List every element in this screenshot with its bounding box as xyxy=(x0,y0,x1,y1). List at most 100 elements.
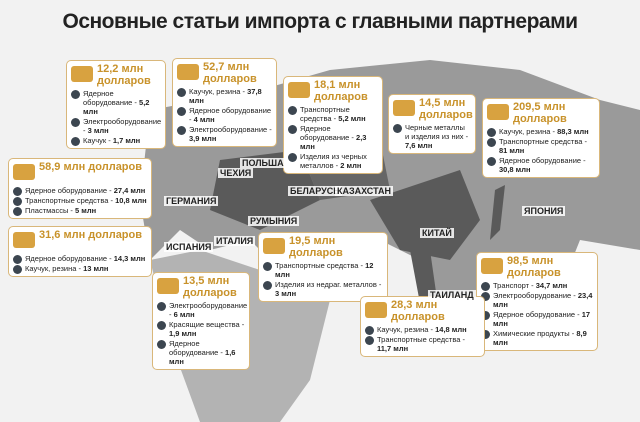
item-amount: 3,9 млн xyxy=(189,134,217,144)
money-icon xyxy=(481,258,503,274)
import-item: Электрооборудование - 6 млн xyxy=(157,301,247,319)
callout: 52,7 млн долларов Каучук, резина - 37,8 м… xyxy=(172,58,277,148)
item-label: Транспорт - xyxy=(493,281,534,291)
item-icon xyxy=(71,118,80,128)
callout-amount: 98,5 млн долларов xyxy=(481,255,593,279)
item-icon xyxy=(71,137,80,147)
item-label: Ядерное оборудование - xyxy=(189,106,272,125)
import-item: Каучук, резина - 88,3 млн xyxy=(487,127,595,138)
amount-text: 28,3 млн долларов xyxy=(391,299,445,323)
callout: 28,3 млн долларов Каучук, резина - 14,8 м… xyxy=(360,296,485,358)
amount-text: 14,5 млн долларов xyxy=(419,97,473,121)
import-item: Электрооборудование - 3,9 млн xyxy=(177,125,272,143)
amount-text: 98,5 млн долларов xyxy=(507,255,561,279)
item-amount: 30,8 млн xyxy=(499,165,531,175)
title: Основные статьи импорта с главными партн… xyxy=(62,10,578,33)
callout-amount: 18,1 млн долларов xyxy=(288,79,378,103)
money-icon xyxy=(71,66,93,82)
item-icon xyxy=(288,125,297,135)
item-amount: 14,8 млн xyxy=(435,325,467,335)
item-icon xyxy=(487,128,496,138)
item-icon xyxy=(13,265,22,274)
item-label: Ядерное оборудование - xyxy=(169,339,223,358)
item-amount: 10,8 млн xyxy=(115,196,147,205)
item-label: Транспортные средства - xyxy=(25,196,113,205)
country-label: БЕЛАРУСЬ xyxy=(288,186,342,196)
item-icon xyxy=(157,302,166,312)
callout: 12,2 млн долларов Ядерное оборудование - … xyxy=(66,60,166,150)
country-label: ИТАЛИЯ xyxy=(214,236,256,246)
item-amount: 12 млн xyxy=(275,261,374,280)
item-icon xyxy=(481,292,490,302)
item-icon xyxy=(263,262,272,272)
import-item: Электрооборудование - 3 млн xyxy=(71,117,161,135)
country-label: ЯПОНИЯ xyxy=(522,206,566,216)
item-icon xyxy=(481,311,490,321)
item-amount: 1,9 млн xyxy=(169,329,197,339)
country-label: ЧЕХИЯ xyxy=(218,168,254,178)
callout-amount: 19,5 млн долларов xyxy=(263,235,383,259)
item-amount: 8,9 млн xyxy=(493,329,587,348)
item-amount: 81 млн xyxy=(499,146,525,156)
item-amount: 1,7 млн xyxy=(112,136,141,146)
item-amount: 34,7 млн xyxy=(535,281,568,291)
amount-text: 13,5 млн долларов xyxy=(183,275,237,299)
item-label: Каучук, резина - xyxy=(499,127,556,137)
item-label: Изделия из недраг. металлов - xyxy=(275,280,382,290)
import-item: Химические продукты - 8,9 млн xyxy=(481,329,593,347)
amount-text: 209,5 млн долларов xyxy=(513,101,567,125)
amount-text: 12,2 млн долларов xyxy=(97,63,151,87)
callout: 14,5 млн долларов Черные металлы и издели… xyxy=(388,94,476,155)
item-icon xyxy=(157,340,166,350)
import-item: Транспорт - 34,7 млн xyxy=(481,281,593,292)
country-label: КИТАЙ xyxy=(420,228,454,238)
callout-amount: 13,5 млн долларов xyxy=(157,275,245,299)
item-label: Химические продукты - xyxy=(493,329,575,339)
item-label: Красящие вещества - xyxy=(169,320,245,330)
item-label: Ядерное оборудование - xyxy=(83,89,137,108)
item-icon xyxy=(177,107,186,117)
import-item: Каучук - 1,7 млн xyxy=(71,136,161,147)
callout: 58,9 млн долларов Ядерное оборудование - … xyxy=(8,158,152,219)
amount-text: 18,1 млн долларов xyxy=(314,79,368,103)
item-icon xyxy=(288,106,297,116)
item-icon xyxy=(263,281,272,291)
item-label: Электрооборудование - xyxy=(189,125,272,135)
callout: 18,1 млн долларов Транспортные средства -… xyxy=(283,76,383,175)
item-label: Черные металлы и изделия из них - xyxy=(405,123,469,142)
callout: 19,5 млн долларов Транспортные средства -… xyxy=(258,232,388,303)
item-amount: 5,2 млн xyxy=(83,98,150,117)
import-item: Пластмассы - 5 млн xyxy=(13,206,147,216)
item-label: Ядерное оборудование - xyxy=(25,186,112,195)
import-item: Ядерное оборудование - 30,8 млн xyxy=(487,156,595,174)
item-label: Транспортные средства - xyxy=(275,261,363,271)
money-icon xyxy=(288,82,310,98)
import-item: Ядерное оборудование - 14,3 млн xyxy=(13,254,147,264)
item-label: Ядерное оборудование - xyxy=(499,156,586,166)
item-amount: 2 млн xyxy=(340,161,362,171)
amount-text: 19,5 млн долларов xyxy=(289,235,343,259)
money-icon xyxy=(263,238,285,254)
item-amount: 3 млн xyxy=(275,289,297,299)
country-label: ГЕРМАНИЯ xyxy=(164,196,219,206)
item-label: Каучук - xyxy=(83,136,111,146)
country-label: ТАИЛАНД xyxy=(428,290,476,300)
item-icon xyxy=(13,197,22,206)
import-item: Ядерное оборудование - 2,3 млн xyxy=(288,124,378,151)
money-icon xyxy=(13,164,35,180)
item-icon xyxy=(481,282,490,292)
money-icon xyxy=(13,232,35,248)
item-amount: 37,8 млн xyxy=(189,87,262,106)
import-item: Ядерное оборудование - 5,2 млн xyxy=(71,89,161,116)
item-icon xyxy=(365,326,374,336)
import-item: Каучук, резина - 13 млн xyxy=(13,264,147,274)
item-icon xyxy=(177,88,186,98)
item-amount: 1,6 млн xyxy=(169,348,236,367)
country-label: РУМЫНИЯ xyxy=(248,216,300,226)
money-icon xyxy=(365,302,387,318)
import-item: Транспортные средства - 12 млн xyxy=(263,261,383,279)
import-item: Электрооборудование - 23,4 млн xyxy=(481,291,593,309)
item-amount: 11,7 млн xyxy=(377,344,409,354)
amount-text: 52,7 млн долларов xyxy=(203,61,257,85)
